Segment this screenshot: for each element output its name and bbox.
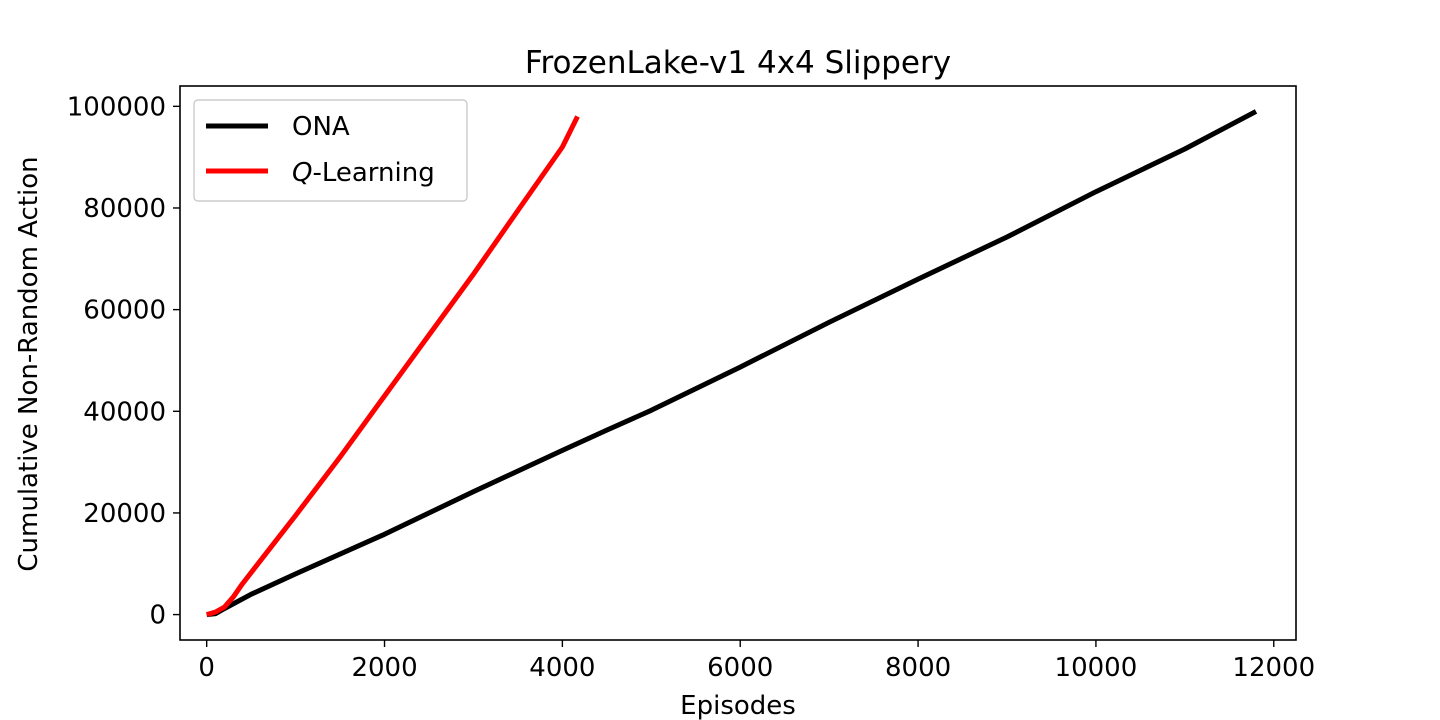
x-tick-label: 10000: [1055, 653, 1138, 683]
x-tick-label: 6000: [707, 653, 773, 683]
y-tick-label: 0: [149, 601, 166, 631]
legend-label-q-learning-prefix: Q: [292, 158, 312, 188]
y-tick-label: 100000: [67, 92, 166, 122]
legend: ONA Q-Learning: [193, 99, 468, 202]
axes-frame: [179, 85, 1297, 641]
chart-title: FrozenLake-v1 4x4 Slippery: [525, 45, 951, 81]
x-tick-label: 4000: [529, 653, 595, 683]
x-tick-label: 2000: [351, 653, 417, 683]
y-tick-label: 40000: [83, 397, 166, 427]
y-tick-label: 20000: [83, 499, 166, 529]
y-tick-label: 60000: [83, 296, 166, 326]
x-axis-label: Episodes: [680, 691, 796, 720]
x-tick-label: 8000: [885, 653, 951, 683]
y-axis-label: Cumulative Non-Random Action: [14, 156, 44, 571]
series-line-q-learning: [205, 115, 580, 617]
y-axis-ticks: 0 20000 40000 60000 80000 100000: [67, 92, 180, 631]
legend-label-ona: ONA: [292, 112, 350, 142]
x-tick-label: 12000: [1232, 653, 1315, 683]
x-tick-label: 0: [198, 653, 215, 683]
y-tick-label: 80000: [83, 194, 166, 224]
x-axis-ticks: 0 2000 4000 6000 8000 10000 12000: [198, 640, 1315, 683]
series-line-ona: [206, 109, 1258, 618]
plot-area: [205, 109, 1258, 618]
legend-label-q-learning-suffix: -Learning: [312, 158, 434, 188]
legend-label-q-learning: Q-Learning: [292, 158, 435, 188]
